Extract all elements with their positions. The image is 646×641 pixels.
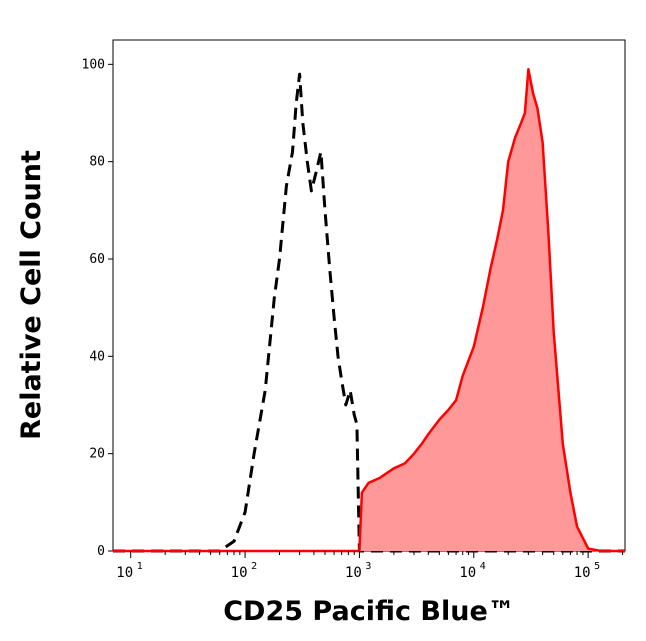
series-1-fill <box>113 69 625 551</box>
x-tick-label: 10 <box>116 565 133 581</box>
y-tick-label: 40 <box>89 349 105 364</box>
x-tick-exponent: 1 <box>137 561 143 572</box>
x-axis-ticks: 10 1 10 2 10 3 10 4 10 5 <box>116 551 624 581</box>
series-layer <box>113 67 625 553</box>
y-tick-label: 20 <box>89 447 105 462</box>
x-tick-label: 10 <box>574 565 591 581</box>
y-tick-label: 0 <box>97 544 105 559</box>
y-tick-label: 80 <box>89 155 105 170</box>
x-axis-title: CD25 Pacific Blue™ <box>223 596 515 627</box>
x-tick-label: 10 <box>459 565 476 581</box>
series-1-line <box>113 67 625 553</box>
y-axis-title: Relative Cell Count <box>16 150 47 440</box>
x-tick-exponent: 2 <box>251 561 257 572</box>
x-tick-exponent: 5 <box>594 561 600 572</box>
x-tick-label: 10 <box>231 565 248 581</box>
y-tick-label: 60 <box>89 252 105 267</box>
x-tick-exponent: 3 <box>365 561 371 572</box>
y-tick-label: 100 <box>82 57 105 72</box>
x-tick-exponent: 4 <box>480 561 486 572</box>
x-tick-label: 10 <box>345 565 362 581</box>
y-axis-ticks: 0 20 40 60 80 100 <box>82 57 113 559</box>
